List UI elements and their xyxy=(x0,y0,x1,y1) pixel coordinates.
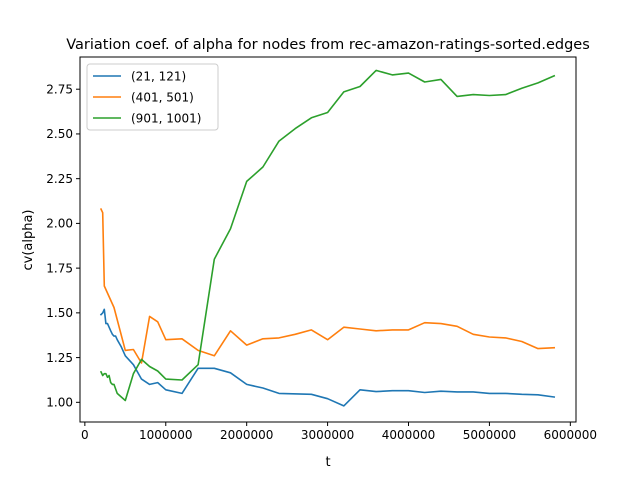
x-axis-label: t xyxy=(325,455,330,470)
y-tick-label: 2.50 xyxy=(46,127,73,141)
legend-label-2: (401, 501) xyxy=(131,91,194,105)
x-tick-label: 5000000 xyxy=(463,428,516,442)
legend: (21, 121) (401, 501) (901, 1001) xyxy=(86,63,219,131)
series-layer xyxy=(99,69,556,407)
legend-label-1: (21, 121) xyxy=(131,70,186,84)
y-axis-ticks: 1.00 1.25 1.50 1.75 2.00 2.25 2.50 2.75 xyxy=(46,83,80,410)
y-tick-label: 2.25 xyxy=(46,172,73,186)
chart-title: Variation coef. of alpha for nodes from … xyxy=(66,37,590,53)
y-tick-label: 1.00 xyxy=(46,396,73,410)
x-axis-ticks: 0 1000000 2000000 3000000 4000000 5000000 6000… xyxy=(81,422,597,442)
y-tick-label: 2.75 xyxy=(46,83,73,97)
y-tick-label: 1.75 xyxy=(46,261,73,275)
x-tick-label: 3000000 xyxy=(301,428,354,442)
x-tick-label: 6000000 xyxy=(544,428,597,442)
y-tick-label: 1.25 xyxy=(46,351,73,365)
x-tick-label: 4000000 xyxy=(382,428,435,442)
y-tick-label: 2.00 xyxy=(46,217,73,231)
y-axis-label: cv(alpha) xyxy=(21,209,36,270)
series-line-1 xyxy=(99,308,556,407)
series-line-2 xyxy=(99,208,556,364)
x-tick-label: 0 xyxy=(81,428,89,442)
series-line-3 xyxy=(99,69,556,402)
x-tick-label: 1000000 xyxy=(139,428,192,442)
x-tick-label: 2000000 xyxy=(220,428,273,442)
legend-label-3: (901, 1001) xyxy=(131,112,201,126)
y-tick-label: 1.50 xyxy=(46,306,73,320)
legend-box xyxy=(86,63,219,131)
